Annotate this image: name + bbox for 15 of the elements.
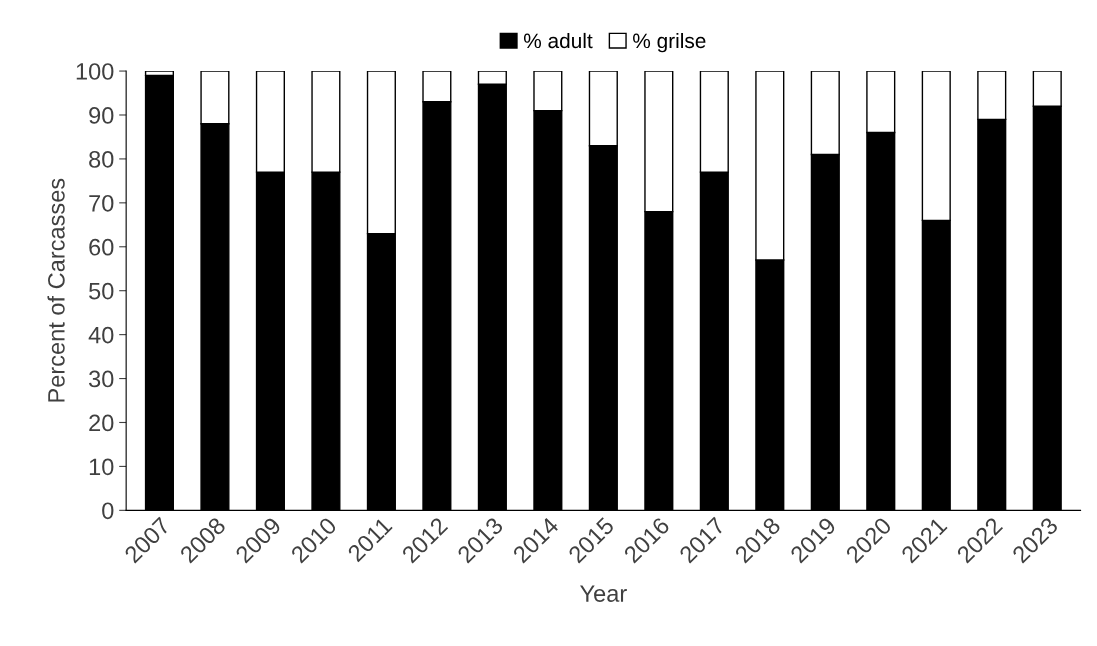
y-tick-label: 10	[89, 458, 114, 476]
legend-label: % grilse	[633, 32, 706, 53]
y-tick-label: 60	[89, 238, 114, 256]
y-tick-label: 90	[89, 107, 114, 124]
y-tick-label: 70	[89, 194, 114, 212]
legend-label: % adult	[523, 32, 593, 49]
x-axis-title: Year	[580, 585, 627, 602]
y-tick-label: 20	[89, 414, 114, 432]
y-tick-label: 0	[102, 502, 114, 520]
y-tick-label: 100	[76, 63, 114, 80]
y-tick-label: 80	[89, 150, 114, 168]
y-axis-title: Percent of Carcasses	[47, 178, 65, 402]
y-tick-label: 30	[88, 370, 114, 388]
y-tick-label: 40	[88, 326, 114, 344]
y-tick-label: 50	[89, 282, 114, 300]
